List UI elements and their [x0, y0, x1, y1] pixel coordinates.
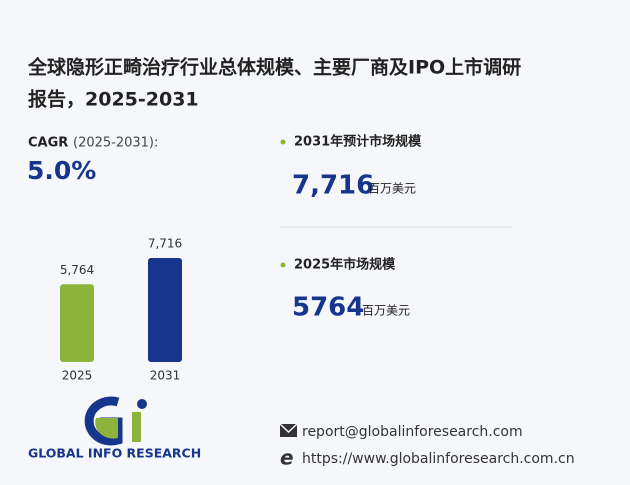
cagr-label: CAGR — [28, 136, 68, 151]
stat-unit: 百万美元 — [362, 304, 410, 318]
stat-label: 2025年市场规模 — [294, 257, 396, 273]
stat-value: 5764 — [292, 293, 364, 323]
logo — [84, 396, 147, 446]
cagr-period: (2025-2031): — [73, 136, 158, 151]
bullet — [280, 262, 286, 268]
stat-value: 7,716 — [292, 171, 374, 201]
bar-chart: 5,764 2025 7,716 2031 — [60, 237, 182, 383]
stat-label: 2031年预计市场规模 — [294, 134, 422, 150]
title-line: 报告，2025-2031 — [28, 88, 199, 111]
bullet — [280, 139, 286, 145]
logo-text: GLOBAL INFO RESEARCH — [28, 446, 201, 461]
web-icon: e — [280, 446, 294, 470]
url: https://www.globalinforesearch.com.cn — [302, 451, 575, 467]
bar — [60, 284, 94, 362]
cagr-value: 5.0% — [27, 156, 96, 185]
bar — [148, 258, 182, 362]
x-tick-label: 2031 — [150, 369, 181, 383]
title-line: 全球隐形正畸治疗行业总体规模、主要厂商及IPO上市调研 — [27, 56, 521, 79]
stat-unit: 百万美元 — [368, 182, 416, 196]
x-tick-label: 2025 — [62, 369, 93, 383]
value-label: 7,716 — [148, 237, 182, 251]
email: report@globalinforesearch.com — [302, 424, 523, 440]
value-label: 5,764 — [60, 263, 94, 277]
